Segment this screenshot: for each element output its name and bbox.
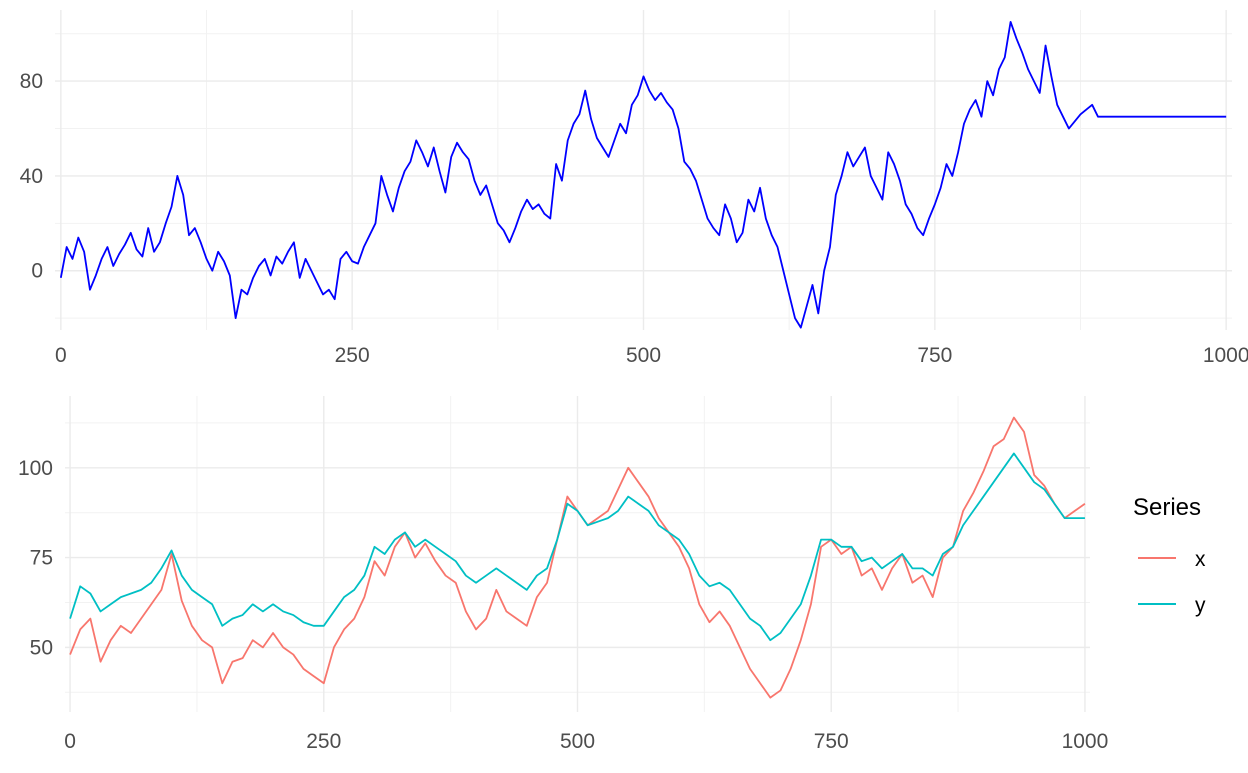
x-tick-label: 500: [560, 730, 595, 753]
x-tick-label: 0: [55, 344, 67, 367]
legend-title: Series: [1133, 494, 1201, 521]
x-tick-label: 1000: [1062, 730, 1109, 753]
y-tick-label: 75: [30, 547, 53, 570]
x-tick-label: 1000: [1203, 344, 1248, 367]
x-tick-label: 750: [917, 344, 952, 367]
y-tick-label: 80: [20, 70, 43, 93]
x-tick-label: 500: [626, 344, 661, 367]
upper-panel: 0 250 500 750 1000 0 40 80: [20, 10, 1248, 367]
y-tick-label: 40: [20, 165, 43, 188]
lower-panel: 0 250 500 750 1000 50 75 100: [18, 396, 1108, 753]
legend-items: xy: [1138, 548, 1206, 617]
series-line-y: [69, 452, 1085, 642]
legend: Series xy: [1133, 494, 1206, 617]
y-tick-label: 100: [18, 457, 53, 480]
y-tick-label: 0: [31, 260, 43, 283]
legend-label-x: x: [1195, 548, 1206, 571]
x-tick-label: 0: [64, 730, 76, 753]
x-tick-label: 250: [306, 730, 341, 753]
y-tick-label: 50: [30, 636, 53, 659]
x-tick-label: 750: [814, 730, 849, 753]
x-tick-label: 250: [335, 344, 370, 367]
legend-label-y: y: [1195, 594, 1206, 617]
series-line-main: [59, 20, 1227, 329]
